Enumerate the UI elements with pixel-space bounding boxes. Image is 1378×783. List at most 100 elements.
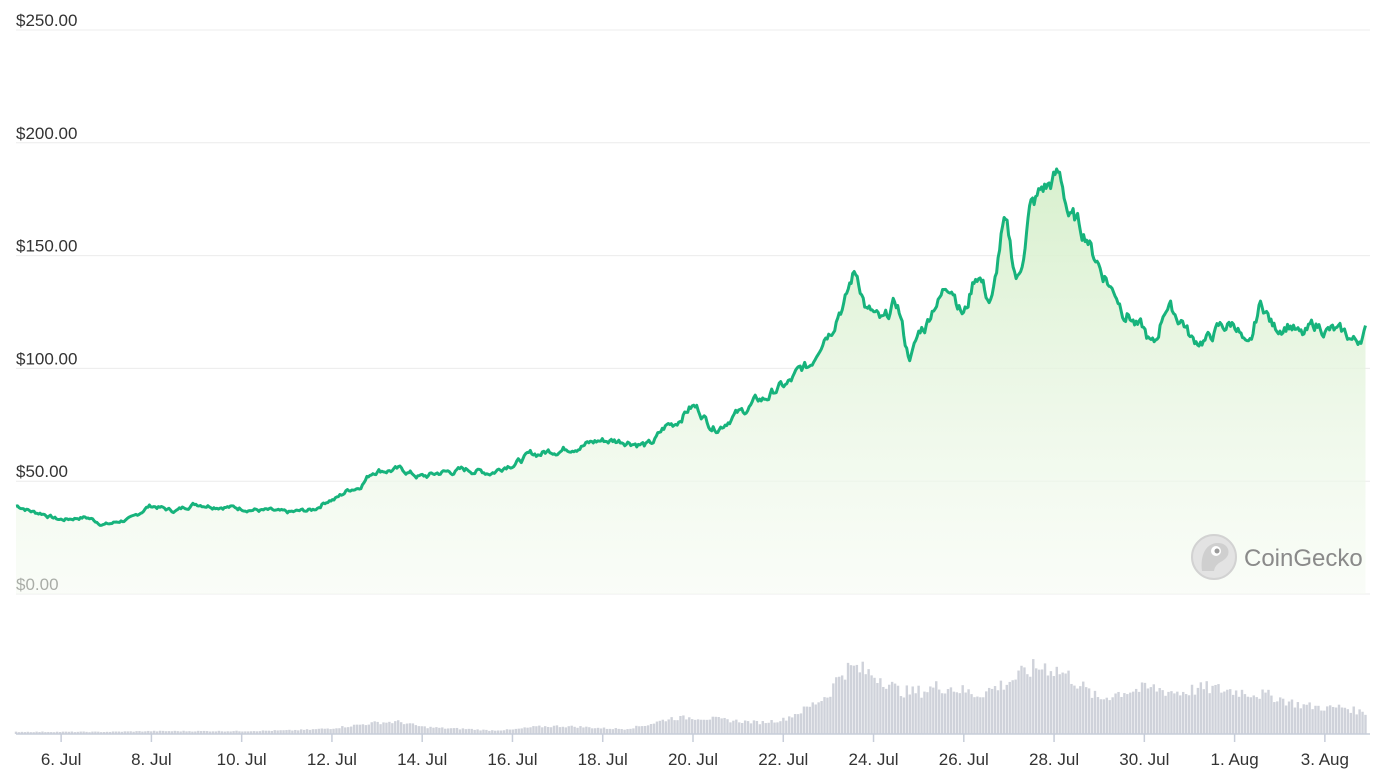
volume-bar	[1246, 696, 1250, 734]
volume-bar	[232, 731, 235, 734]
volume-bar	[205, 731, 209, 734]
volume-bar	[685, 719, 688, 734]
volume-bar	[652, 723, 656, 734]
volume-bar	[1331, 706, 1335, 734]
volume-bar	[402, 724, 406, 734]
volume-bar	[200, 731, 203, 734]
x-axis: 6. Jul 8. Jul 10. Jul 12. Jul 14. Jul 16. Jul…	[41, 734, 1349, 769]
volume-bar	[364, 725, 368, 734]
volume-bar	[779, 721, 782, 734]
volume-bar	[308, 729, 312, 734]
volume-bar	[1070, 683, 1073, 734]
volume-bar	[920, 697, 923, 734]
volume-bar	[1037, 669, 1041, 734]
volume-bar	[1223, 691, 1226, 734]
volume-bar	[476, 729, 479, 734]
volume-bar	[693, 719, 697, 734]
volume-bar	[1346, 709, 1350, 734]
volume-bar	[840, 675, 844, 734]
volume-bar	[29, 732, 32, 734]
volume-bar	[1146, 688, 1150, 734]
volume-bar	[1161, 690, 1164, 734]
volume-bar	[937, 689, 941, 734]
volume-bar	[1105, 697, 1108, 734]
volume-bar	[441, 727, 444, 734]
volume-bar	[297, 730, 300, 734]
volume-bar	[1108, 700, 1111, 734]
volume-bar	[505, 729, 509, 734]
volume-bar	[358, 724, 362, 734]
volume-bar	[1320, 710, 1323, 734]
volume-bar	[726, 719, 729, 734]
volume-bar	[1143, 682, 1147, 734]
volume-bar	[646, 725, 650, 734]
volume-bar	[1152, 684, 1156, 734]
volume-bar	[614, 728, 617, 734]
volume-bar	[185, 731, 188, 734]
volume-bar	[496, 730, 500, 734]
volume-bar	[123, 731, 126, 734]
volume-bar	[788, 716, 791, 734]
volume-bar	[247, 731, 250, 734]
volume-bar	[599, 728, 603, 734]
volume-bar	[585, 726, 588, 734]
volume-bar	[740, 723, 744, 734]
volume-bar	[658, 720, 662, 734]
volume-bar	[823, 697, 826, 734]
volume-bar	[1170, 691, 1173, 734]
volume-bar	[361, 724, 365, 734]
volume-bar	[502, 730, 506, 734]
volume-bar	[1087, 688, 1091, 734]
volume-bar	[661, 719, 665, 734]
volume-bar	[1179, 695, 1182, 734]
volume-bar	[88, 732, 91, 734]
volume-bar	[370, 722, 373, 734]
volume-bar	[1352, 706, 1355, 734]
volume-bar	[929, 686, 932, 734]
volume-bar	[388, 721, 391, 734]
volume-bar	[764, 723, 767, 734]
volume-bar	[291, 730, 294, 734]
volume-bar	[1240, 689, 1244, 734]
volume-bar	[446, 728, 450, 734]
volume-bar	[129, 731, 132, 734]
volume-bar	[852, 665, 856, 734]
volume-bar	[923, 691, 926, 734]
volume-bar	[902, 697, 906, 734]
volume-bar	[1211, 685, 1214, 734]
volume-bar	[935, 681, 938, 734]
volume-bar	[964, 692, 967, 734]
volume-bar	[785, 720, 788, 734]
x-tick-label: 8. Jul	[131, 750, 172, 769]
volume-bar	[220, 731, 224, 734]
volume-bar	[843, 679, 847, 734]
volume-bar	[311, 729, 315, 734]
volume-bar	[1279, 697, 1282, 734]
volume-bar	[423, 726, 426, 734]
x-tick-label: 18. Jul	[578, 750, 628, 769]
volume-bar	[620, 729, 623, 734]
volume-bar	[1123, 693, 1126, 734]
volume-bar	[714, 716, 717, 734]
volume-bar	[391, 723, 394, 734]
volume-bar	[405, 723, 409, 734]
volume-bar	[329, 729, 332, 734]
volume-bar	[1226, 689, 1229, 734]
volume-bar	[1164, 695, 1167, 734]
volume-bar	[426, 728, 429, 734]
volume-bar	[252, 731, 256, 734]
volume-bar	[85, 731, 88, 734]
volume-bar	[1058, 674, 1061, 734]
volume-bar	[1314, 705, 1317, 734]
volume-bar	[1029, 676, 1032, 734]
volume-bar	[161, 730, 165, 734]
volume-bar	[782, 717, 785, 734]
volume-bar	[147, 730, 150, 734]
volume-bar	[1026, 674, 1029, 734]
volume-bar	[385, 722, 388, 734]
volume-bar	[108, 731, 112, 734]
volume-bar	[276, 730, 279, 734]
volume-bar	[946, 689, 950, 734]
volume-bar	[1340, 707, 1344, 734]
